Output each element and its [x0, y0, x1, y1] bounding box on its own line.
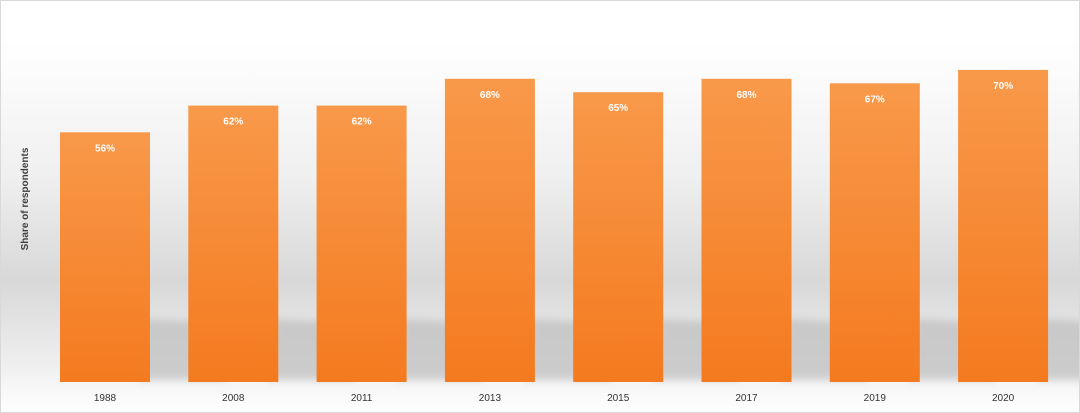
x-tick-label: 2013 [479, 393, 502, 404]
bar-value-label: 65% [608, 103, 628, 114]
x-tick-label: 2017 [735, 393, 758, 404]
bar-2013 [444, 78, 535, 383]
bar-value-label: 62% [223, 117, 243, 128]
value-labels-group: 56% 62% 62% 68% 65% 68% 67% 70% [95, 81, 1013, 154]
bar-2019 [829, 83, 920, 383]
bar-2011 [316, 105, 407, 382]
bar-shadow [1038, 319, 1079, 380]
bar-value-label: 70% [993, 81, 1013, 92]
x-axis-ticks: 1988 2008 2011 2013 2015 2017 2019 2020 [94, 393, 1015, 404]
x-tick-label: 2019 [864, 393, 887, 404]
x-tick-label: 1988 [94, 393, 117, 404]
bar-value-label: 68% [480, 90, 500, 101]
x-tick-label: 2020 [992, 393, 1015, 404]
bar-value-label: 67% [865, 94, 885, 105]
bar-2017 [701, 78, 792, 383]
bar-value-label: 62% [352, 117, 372, 128]
x-tick-label: 2008 [222, 393, 245, 404]
bar-value-label: 56% [95, 143, 115, 154]
bar-2015 [573, 92, 664, 382]
bar-2020 [958, 69, 1049, 383]
bar-value-label: 68% [736, 90, 756, 101]
y-axis-title: Share of respondents [20, 147, 31, 250]
bars-group [60, 69, 1049, 383]
bar-2008 [188, 105, 279, 382]
bar-1988 [60, 132, 150, 382]
x-tick-label: 2015 [607, 393, 630, 404]
x-tick-label: 2011 [351, 393, 373, 404]
